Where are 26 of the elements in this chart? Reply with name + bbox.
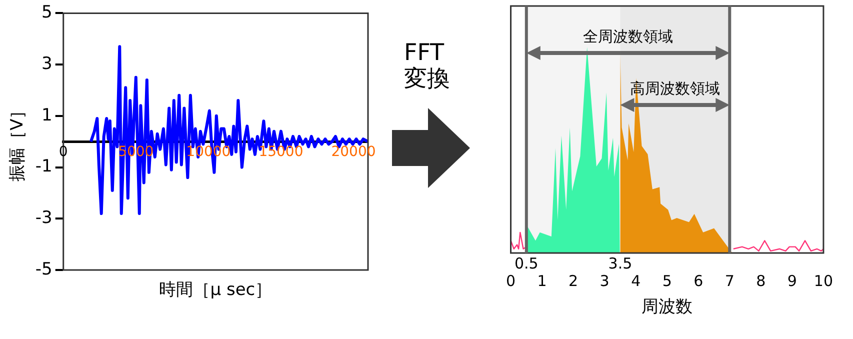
y-tick-label: -5 bbox=[35, 259, 52, 280]
x-tick-label: 0 bbox=[506, 272, 516, 290]
x-tick-label: 4 bbox=[631, 272, 641, 290]
y-tick-label: -1 bbox=[35, 156, 52, 177]
x-tick-label: 15000 bbox=[258, 144, 304, 160]
annotation: 3.5 bbox=[608, 254, 632, 272]
band-label: 全周波数領域 bbox=[583, 27, 674, 46]
y-tick-label: 3 bbox=[42, 54, 52, 74]
ref-line-label: 0.5 bbox=[514, 254, 538, 272]
y-axis-title: 振幅［V］ bbox=[8, 102, 28, 182]
x-axis-title: 時間［μ sec］ bbox=[159, 280, 272, 300]
x-tick-label: 2 bbox=[568, 272, 578, 290]
x-tick-label: 3 bbox=[600, 272, 610, 290]
x-tick-label: 10 bbox=[814, 272, 834, 290]
y-tick-label: 1 bbox=[42, 105, 52, 126]
x-tick-label: 7 bbox=[724, 272, 734, 290]
text: FFT bbox=[404, 40, 446, 66]
y-tick-label: 5 bbox=[42, 2, 52, 23]
x-tick-label: 8 bbox=[756, 272, 766, 290]
y-tick-label: -3 bbox=[35, 208, 52, 228]
text: 変換 bbox=[404, 66, 451, 92]
x-tick-label: 9 bbox=[787, 272, 797, 290]
x-tick-label: 1 bbox=[537, 272, 547, 290]
x-axis-title: 周波数 bbox=[642, 296, 693, 317]
x-tick-label: 6 bbox=[694, 272, 704, 290]
x-tick-label: 5 bbox=[662, 272, 672, 290]
